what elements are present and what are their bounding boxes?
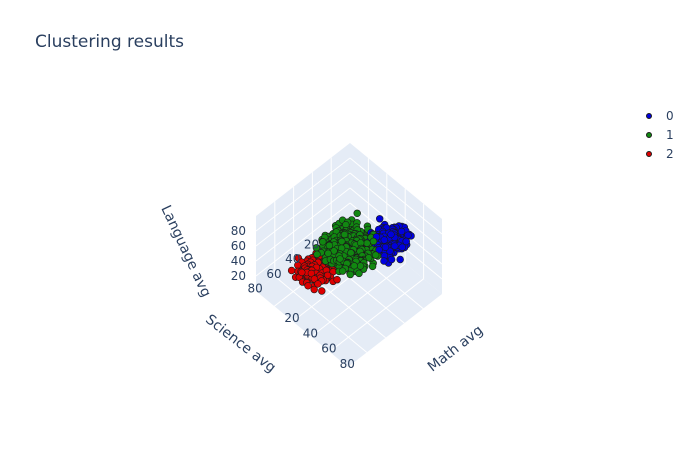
y-tick-label: 60 (266, 267, 281, 281)
y-tick-label: 40 (285, 252, 300, 266)
chart-title: Clustering results (35, 32, 184, 52)
back-wall-left (256, 143, 350, 291)
grid-line (274, 276, 368, 353)
data-point-series-1[interactable] (369, 237, 378, 246)
data-point-series-1[interactable] (372, 251, 380, 259)
data-point-series-1[interactable] (363, 239, 371, 247)
grid-line (310, 263, 406, 337)
legend-label-1: 1 (666, 127, 674, 142)
grid-line (349, 172, 443, 250)
data-point-series-0[interactable] (397, 227, 406, 236)
z-axis-title: Language avg (157, 203, 213, 300)
grid-line (255, 187, 351, 262)
grid-line (349, 157, 443, 235)
legend-marker-2 (646, 150, 652, 157)
data-point-series-1[interactable] (340, 230, 349, 239)
data-point-series-0[interactable] (387, 230, 395, 239)
data-point-series-1[interactable] (353, 209, 361, 218)
legend-item-2[interactable]: 2 (640, 144, 674, 163)
data-point-series-2[interactable] (304, 282, 312, 290)
z-tick-label: 60 (231, 239, 246, 253)
data-point-series-0[interactable] (380, 236, 388, 244)
data-point-series-1[interactable] (350, 262, 358, 270)
grid-line (255, 172, 351, 247)
data-point-series-1[interactable] (336, 255, 344, 263)
z-tick-label: 80 (231, 224, 246, 238)
data-point-series-0[interactable] (381, 243, 390, 252)
data-point-series-2[interactable] (298, 268, 306, 277)
data-point-series-2[interactable] (333, 276, 341, 284)
data-point-series-0[interactable] (375, 246, 383, 254)
data-point-series-1[interactable] (356, 262, 365, 270)
back-wall-right (350, 143, 442, 294)
z-tick-label: 20 (231, 269, 246, 283)
data-point-series-0[interactable] (402, 237, 410, 246)
y-tick-label: 20 (304, 238, 319, 252)
legend: 0 1 2 (640, 106, 674, 163)
data-points (287, 209, 415, 295)
legend-label-2: 2 (666, 146, 674, 161)
data-point-series-2[interactable] (314, 280, 322, 288)
legend-item-1[interactable]: 1 (640, 125, 674, 144)
x-tick-label: 20 (284, 311, 299, 325)
legend-item-0[interactable]: 0 (640, 106, 674, 125)
x-axis-title: Math avg (425, 322, 486, 375)
legend-marker-1 (646, 131, 652, 138)
grid-line (329, 278, 424, 353)
data-point-series-1[interactable] (313, 250, 321, 259)
x-tick-label: 80 (340, 357, 355, 371)
data-point-series-1[interactable] (325, 241, 334, 250)
data-point-series-1[interactable] (324, 249, 332, 258)
y-tick-label: 80 (248, 281, 263, 295)
data-point-series-1[interactable] (355, 269, 363, 278)
data-point-series-2[interactable] (287, 266, 296, 275)
data-point-series-1[interactable] (368, 262, 377, 271)
grid-line (255, 202, 351, 277)
x-tick-label: 40 (303, 326, 318, 340)
data-point-series-0[interactable] (376, 215, 384, 223)
z-tick-label: 40 (231, 254, 246, 268)
data-point-series-2[interactable] (318, 287, 326, 295)
data-point-series-0[interactable] (380, 257, 388, 265)
data-point-series-0[interactable] (391, 242, 399, 250)
data-point-series-2[interactable] (310, 285, 318, 294)
grid-line (255, 157, 351, 232)
data-point-series-2[interactable] (323, 271, 332, 279)
data-point-series-0[interactable] (396, 255, 404, 264)
data-point-series-0[interactable] (398, 243, 406, 251)
y-axis-title: Science avg (202, 312, 278, 377)
legend-label-0: 0 (666, 108, 674, 123)
data-point-series-1[interactable] (346, 270, 354, 279)
data-point-series-1[interactable] (319, 238, 327, 246)
data-point-series-1[interactable] (347, 249, 355, 257)
scene-background (255, 143, 443, 367)
data-point-series-0[interactable] (387, 255, 396, 264)
data-point-series-1[interactable] (338, 267, 347, 275)
legend-marker-0 (646, 112, 652, 119)
floor (256, 218, 442, 367)
x-tick-label: 60 (321, 342, 336, 356)
